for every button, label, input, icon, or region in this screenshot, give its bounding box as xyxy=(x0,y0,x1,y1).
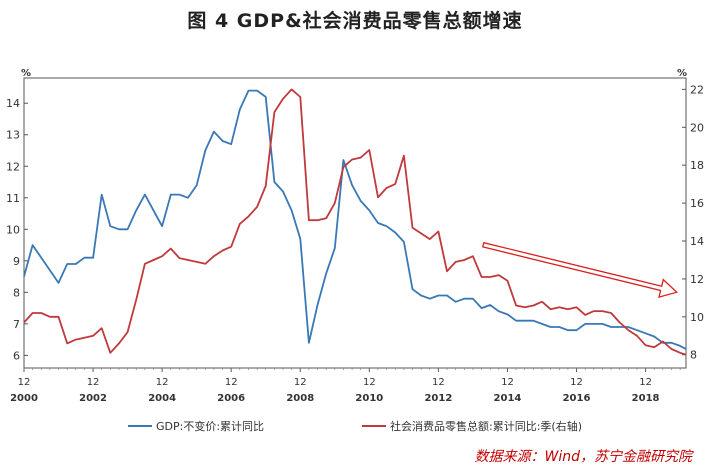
x-axis-tick-year: 2012 xyxy=(424,393,452,404)
right-axis-tick-label: 12 xyxy=(690,273,704,286)
series-line-retail xyxy=(23,88,687,356)
right-axis-tick-label: 18 xyxy=(690,159,704,172)
x-axis-tick-year: 2002 xyxy=(79,393,107,404)
left-axis-tick-label: 7 xyxy=(13,318,20,331)
x-axis-tick-year: 2008 xyxy=(286,393,314,404)
left-axis-tick-label: 9 xyxy=(13,255,20,268)
left-axis-tick-label: 14 xyxy=(6,97,20,110)
x-axis-tick-month: 12 xyxy=(432,377,445,388)
chart-legend: GDP:不变价:累计同比 社会消费品零售总额:累计同比:季(右轴) xyxy=(0,418,710,434)
x-axis-tick-year: 2016 xyxy=(563,393,591,404)
legend-swatch-gdp xyxy=(128,425,152,427)
x-axis-tick-month: 12 xyxy=(18,377,31,388)
x-axis-tick-year: 2018 xyxy=(632,393,660,404)
x-axis-tick-month: 12 xyxy=(639,377,652,388)
x-axis-tick-year: 2006 xyxy=(217,393,245,404)
right-axis-tick-label: 8 xyxy=(690,349,697,362)
x-axis-tick-year: 2014 xyxy=(494,393,522,404)
x-axis-tick-month: 12 xyxy=(294,377,307,388)
x-axis-tick-month: 12 xyxy=(225,377,238,388)
right-axis-tick-label: 16 xyxy=(690,197,704,210)
x-axis-tick-month: 12 xyxy=(156,377,169,388)
right-axis-tick-label: 10 xyxy=(690,311,704,324)
left-axis-tick-label: 6 xyxy=(13,349,20,362)
right-axis-tick-label: 20 xyxy=(690,121,704,134)
x-axis-tick-year: 2010 xyxy=(355,393,383,404)
x-axis-tick-month: 12 xyxy=(87,377,100,388)
series-line-gdp xyxy=(23,89,687,350)
legend-item-retail: 社会消费品零售总额:累计同比:季(右轴) xyxy=(362,418,582,434)
left-axis-unit: % xyxy=(21,68,31,79)
legend-label-gdp: GDP:不变价:累计同比 xyxy=(156,420,265,433)
x-axis-tick-month: 12 xyxy=(363,377,376,388)
x-axis-tick-year: 2000 xyxy=(10,393,38,404)
chart-title: 图 4 GDP&社会消费品零售总额增速 xyxy=(187,10,523,32)
trend-arrow xyxy=(482,241,678,299)
x-axis-tick-month: 12 xyxy=(570,377,583,388)
left-axis-tick-label: 10 xyxy=(6,223,20,236)
legend-swatch-retail xyxy=(362,425,386,427)
right-axis-tick-label: 14 xyxy=(690,235,704,248)
legend-label-retail: 社会消费品零售总额:累计同比:季(右轴) xyxy=(390,420,582,433)
left-axis-tick-label: 12 xyxy=(6,160,20,173)
plot-area-frame xyxy=(23,77,687,369)
x-axis-tick-year: 2004 xyxy=(148,393,176,404)
source-note: 数据来源：Wind，苏宁金融研究院 xyxy=(474,449,693,465)
x-axis-tick-month: 12 xyxy=(501,377,514,388)
legend-item-gdp: GDP:不变价:累计同比 xyxy=(128,418,264,434)
right-axis-tick-label: 22 xyxy=(690,83,704,96)
left-axis-tick-label: 11 xyxy=(6,192,20,205)
left-axis-tick-label: 13 xyxy=(6,129,20,142)
left-axis-tick-label: 8 xyxy=(13,286,20,299)
right-axis-unit: % xyxy=(677,68,687,79)
